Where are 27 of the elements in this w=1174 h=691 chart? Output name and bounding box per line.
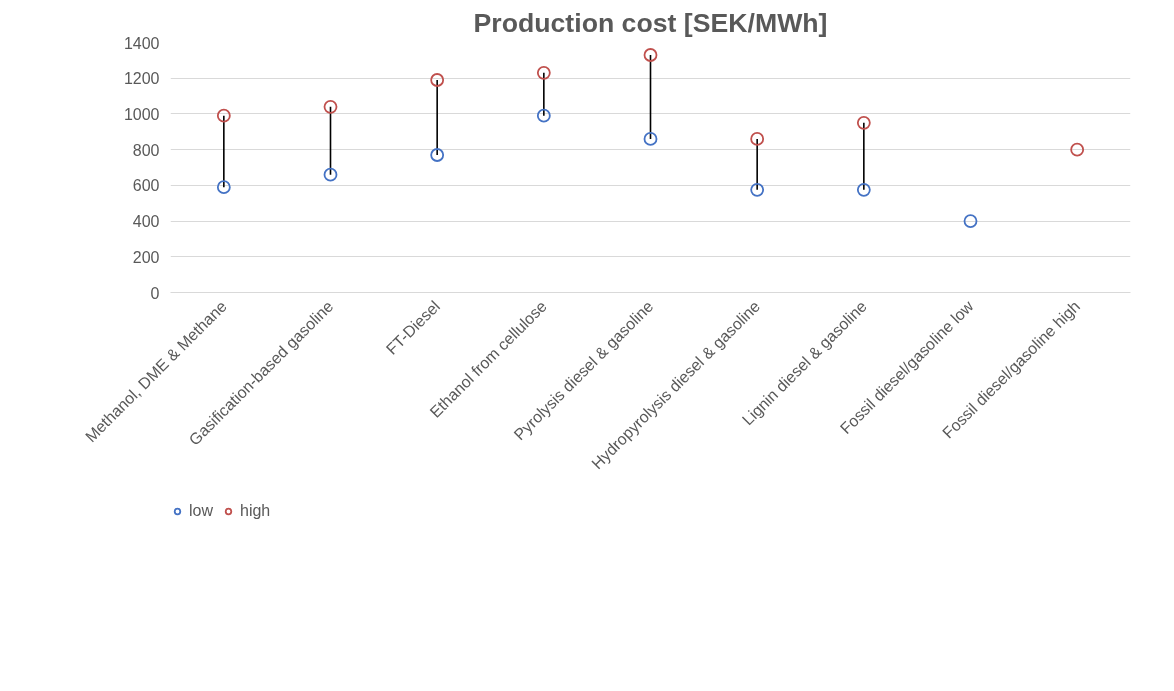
point (536, 65, 551, 80)
point (643, 132, 658, 146)
point (856, 182, 871, 197)
point (536, 108, 551, 123)
chart-title: Production cost [SEK/MWh] (473, 7, 828, 38)
y-tick-label: 400 (132, 213, 160, 231)
point (963, 214, 978, 228)
y-tick-label: 1400 (123, 34, 160, 52)
legend-label: high (240, 502, 271, 520)
y-tick-label: 0 (150, 284, 160, 302)
y-tick-label: 800 (132, 141, 160, 159)
y-tick-label: 1200 (123, 70, 160, 88)
legend-label: low (189, 502, 214, 520)
point (1070, 142, 1085, 157)
point (643, 48, 658, 62)
point (856, 115, 871, 130)
point (216, 180, 231, 195)
y-tick-label: 1000 (123, 105, 160, 123)
y-tick-label: 600 (132, 177, 160, 195)
point (323, 99, 338, 114)
point (323, 167, 338, 182)
point (750, 182, 765, 197)
point (430, 73, 445, 87)
point (430, 148, 445, 162)
point (750, 132, 765, 146)
point (216, 108, 231, 123)
y-tick-label: 200 (132, 248, 160, 266)
